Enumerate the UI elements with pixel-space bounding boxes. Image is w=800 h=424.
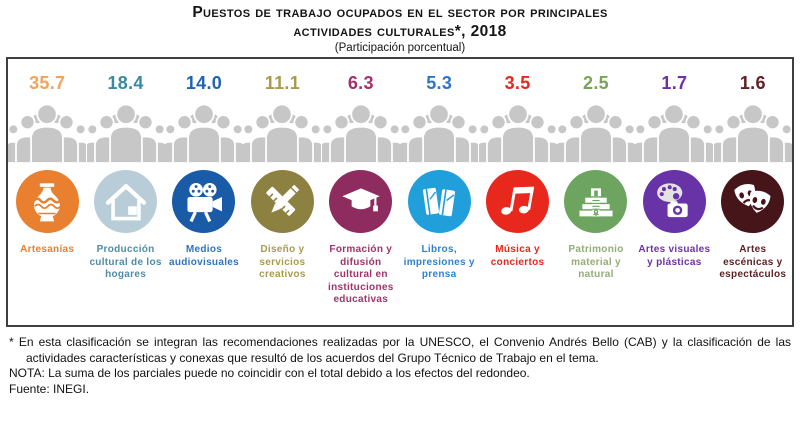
- category-column-produccion-hogares: 18.4 Producción cultural de los hogares: [86, 59, 164, 325]
- rounding-note: NOTA: La suma de los parciales puede no …: [9, 366, 530, 380]
- crowd-icon: [400, 101, 478, 163]
- value-label: 1.7: [661, 73, 688, 93]
- palette-camera-icon: [642, 170, 706, 233]
- crowd-icon: [557, 101, 635, 163]
- pencil-ruler-icon: [250, 170, 314, 233]
- category-label: Patrimonio material y natural: [568, 244, 624, 280]
- crowd-icon: [322, 101, 400, 163]
- value-label: 11.1: [264, 73, 301, 93]
- chart-header: Puestos de trabajo ocupados en el sector…: [0, 3, 800, 56]
- category-grid: 35.7 Artesanías 18.4: [8, 59, 792, 325]
- crowd-icon: [87, 101, 165, 163]
- category-column-artes-escenicas: 1.6 Art: [714, 59, 792, 325]
- footer-notes: * En esta clasificación se integran las …: [9, 335, 791, 397]
- category-label: Artes visuales y plásticas: [638, 244, 711, 268]
- category-label: Música y conciertos: [490, 244, 545, 268]
- music-notes-icon: [486, 170, 550, 233]
- category-column-medios-audiovisuales: 14.0 Medios audiovisuales: [165, 59, 243, 325]
- category-label: Medios audiovisuales: [168, 244, 240, 268]
- value-label: 1.6: [739, 73, 766, 93]
- value-label: 2.5: [583, 73, 609, 93]
- category-column-patrimonio: 2.5: [557, 59, 635, 325]
- graduation-cap-icon: [329, 170, 393, 233]
- page-title-line2: actividades culturales*, 2018: [293, 23, 507, 40]
- category-label: Libros, impresiones y prensa: [403, 244, 475, 280]
- crowd-icon: [479, 101, 557, 163]
- category-label: Artesanías: [20, 244, 75, 255]
- theater-masks-icon: [721, 170, 785, 233]
- category-column-artesanias: 35.7 Artesanías: [8, 59, 86, 325]
- footnote-marker: *: [9, 335, 14, 349]
- page-title-line1: Puestos de trabajo ocupados en el sector…: [192, 4, 608, 21]
- value-label: 5.3: [426, 73, 453, 93]
- category-label: Diseño y servicios creativos: [259, 244, 306, 280]
- crowd-icon: [635, 101, 713, 163]
- crowd-icon: [165, 101, 243, 163]
- film-camera-icon: [172, 170, 236, 233]
- house-icon: [94, 170, 158, 233]
- value-label: 3.5: [504, 73, 531, 93]
- vase-icon: [15, 170, 79, 233]
- category-label: Producción cultural de los hogares: [89, 244, 162, 280]
- footnote-text: En esta clasificación se integran las re…: [18, 335, 792, 365]
- chart-panel: 35.7 Artesanías 18.4: [6, 57, 794, 327]
- category-label: Artes escénicas y espectáculos: [719, 244, 787, 280]
- value-label: 6.3: [347, 73, 374, 93]
- category-column-formacion-difusion: 6.3 Formación y difusión cultural en ins…: [322, 59, 400, 325]
- value-label: 18.4: [107, 73, 144, 93]
- chart-subtitle: (Participación porcentual): [334, 42, 466, 54]
- category-label: Formación y difusión cultural en institu…: [328, 244, 394, 305]
- category-column-artes-visuales: 1.7 Artes visuales y plásticas: [635, 59, 713, 325]
- crowd-icon: [243, 101, 321, 163]
- value-label: 35.7: [29, 73, 66, 93]
- source-note: Fuente: INEGI.: [9, 381, 90, 396]
- footnote: * En esta clasificación se integran las …: [9, 335, 791, 366]
- category-column-diseno-servicios: 11.1 Diseño y servicios creativos: [243, 59, 321, 325]
- books-icon: [407, 170, 471, 233]
- crowd-icon: [714, 101, 792, 163]
- pyramid-icon: [564, 170, 628, 233]
- category-column-libros-prensa: 5.3 Libros, impresiones y prensa: [400, 59, 478, 325]
- crowd-icon: [8, 101, 86, 163]
- value-label: 14.0: [185, 73, 223, 93]
- category-column-musica-conciertos: 3.5 Música y conciertos: [478, 59, 556, 325]
